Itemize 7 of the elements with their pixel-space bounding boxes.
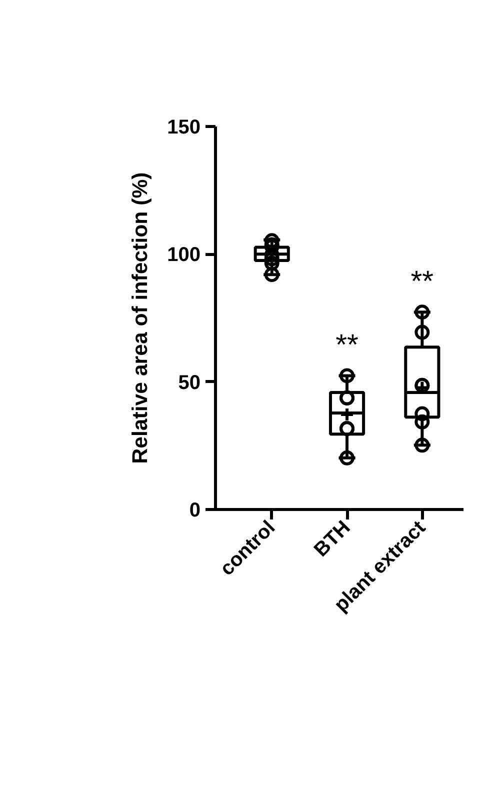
y-tick-label: 50: [178, 372, 201, 394]
annotation: **: [336, 328, 358, 362]
y-tick-label: 0: [189, 500, 200, 522]
annotation: **: [410, 265, 434, 298]
y-tick-label: 100: [167, 244, 201, 266]
y-axis-title: Relative area of infection (%): [128, 172, 152, 464]
y-tick-label: 150: [167, 116, 201, 138]
